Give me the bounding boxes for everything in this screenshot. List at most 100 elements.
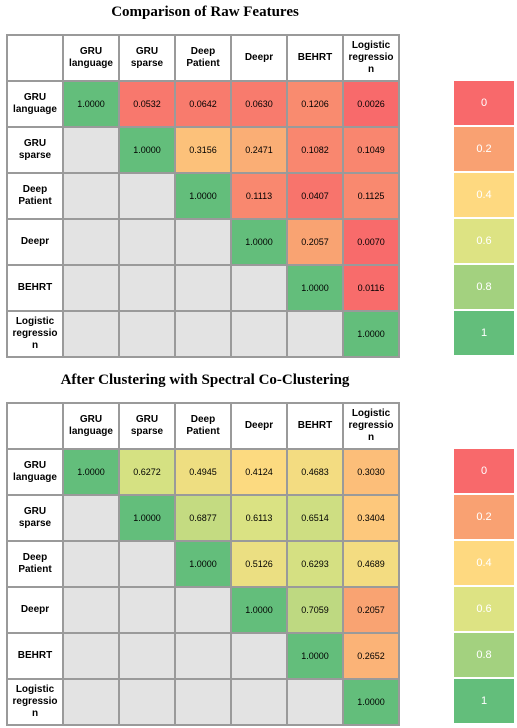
row-header-deep-patient: Deep Patient — [6, 172, 64, 220]
column-header-behrt: BEHRT — [286, 34, 344, 82]
empty-cell — [62, 494, 120, 542]
column-header-behrt: BEHRT — [286, 402, 344, 450]
empty-cell — [62, 632, 120, 680]
legend-swatch: 0.4 — [454, 173, 514, 217]
heatmap-cell: 0.4683 — [286, 448, 344, 496]
heatmap-row: Deepr 1.0000 0.2057 0.0070 — [6, 218, 400, 266]
heatmap-clustered: GRU language GRU sparse Deep Patient Deepr BEHR… — [6, 402, 400, 726]
legend-swatch: 0.6 — [454, 219, 514, 263]
heatmap-corner-cell — [6, 34, 64, 82]
empty-cell — [174, 586, 232, 634]
legend-swatch: 0.4 — [454, 541, 514, 585]
empty-cell — [118, 632, 176, 680]
empty-cell — [62, 678, 120, 726]
heatmap-cell: 0.1049 — [342, 126, 400, 174]
empty-cell — [230, 678, 288, 726]
empty-cell — [174, 218, 232, 266]
heatmap-row: Logistic regressio n 1.0000 — [6, 310, 400, 358]
heatmap-cell: 1.0000 — [286, 264, 344, 312]
color-legend-raw: 0 0.2 0.4 0.6 0.8 1 — [454, 81, 514, 357]
heatmap-cell: 1.0000 — [230, 218, 288, 266]
empty-cell — [286, 678, 344, 726]
heatmap-row: Deep Patient 1.0000 0.5126 0.6293 0.4689 — [6, 540, 400, 588]
row-header-logistic-regression: Logistic regressio n — [6, 310, 64, 358]
column-header-logistic-regression: Logistic regressio n — [342, 34, 400, 82]
heatmap-cell: 0.6113 — [230, 494, 288, 542]
column-header-gru-sparse: GRU sparse — [118, 402, 176, 450]
empty-cell — [118, 310, 176, 358]
heatmap-cell: 0.1082 — [286, 126, 344, 174]
heatmap-cell: 1.0000 — [342, 678, 400, 726]
column-header-deepr: Deepr — [230, 402, 288, 450]
heatmap-cell: 0.6272 — [118, 448, 176, 496]
heatmap-row: Deep Patient 1.0000 0.1113 0.0407 0.1125 — [6, 172, 400, 220]
legend-swatch: 0.8 — [454, 265, 514, 309]
chart-title-clustered: After Clustering with Spectral Co-Cluste… — [60, 372, 350, 388]
empty-cell — [118, 540, 176, 588]
row-header-gru-sparse: GRU sparse — [6, 126, 64, 174]
heatmap-cell: 1.0000 — [230, 586, 288, 634]
heatmap-cell: 0.7059 — [286, 586, 344, 634]
heatmap-cell: 0.2057 — [342, 586, 400, 634]
legend-swatch: 0 — [454, 449, 514, 493]
heatmap-cell: 0.1113 — [230, 172, 288, 220]
heatmap-row: GRU sparse 1.0000 0.3156 0.2471 0.1082 0.1049 — [6, 126, 400, 174]
chart-title-raw: Comparison of Raw Features — [111, 4, 299, 20]
heatmap-cell: 0.0070 — [342, 218, 400, 266]
row-header-gru-sparse: GRU sparse — [6, 494, 64, 542]
heatmap-row: GRU sparse 1.0000 0.6877 0.6113 0.6514 0.3404 — [6, 494, 400, 542]
column-header-deep-patient: Deep Patient — [174, 402, 232, 450]
legend-swatch: 0 — [454, 81, 514, 125]
heatmap-cell: 0.5126 — [230, 540, 288, 588]
row-header-logistic-regression: Logistic regressio n — [6, 678, 64, 726]
heatmap-cell: 1.0000 — [286, 632, 344, 680]
empty-cell — [118, 678, 176, 726]
heatmap-row: GRU language 1.0000 0.0532 0.0642 0.0630 0.120… — [6, 80, 400, 128]
heatmap-cell: 0.0026 — [342, 80, 400, 128]
empty-cell — [174, 310, 232, 358]
heatmap-cell: 1.0000 — [342, 310, 400, 358]
column-header-deepr: Deepr — [230, 34, 288, 82]
row-header-gru-language: GRU language — [6, 448, 64, 496]
column-header-gru-sparse: GRU sparse — [118, 34, 176, 82]
row-header-behrt: BEHRT — [6, 632, 64, 680]
heatmap-cell: 1.0000 — [118, 494, 176, 542]
legend-swatch: 0.2 — [454, 127, 514, 171]
empty-cell — [230, 264, 288, 312]
legend-swatch: 0.2 — [454, 495, 514, 539]
heatmap-cell: 1.0000 — [62, 80, 120, 128]
heatmap-row: GRU language 1.0000 0.6272 0.4945 0.4124 0.468… — [6, 448, 400, 496]
column-header-logistic-regression: Logistic regressio n — [342, 402, 400, 450]
empty-cell — [230, 632, 288, 680]
empty-cell — [118, 218, 176, 266]
row-header-deepr: Deepr — [6, 586, 64, 634]
column-header-deep-patient: Deep Patient — [174, 34, 232, 82]
heatmap-cell: 1.0000 — [62, 448, 120, 496]
empty-cell — [62, 218, 120, 266]
heatmap-corner-cell — [6, 402, 64, 450]
heatmap-cell: 0.0642 — [174, 80, 232, 128]
heatmap-cell: 0.4945 — [174, 448, 232, 496]
empty-cell — [118, 586, 176, 634]
row-header-deep-patient: Deep Patient — [6, 540, 64, 588]
column-header-gru-language: GRU language — [62, 34, 120, 82]
heatmap-cell: 0.2471 — [230, 126, 288, 174]
heatmap-cell: 0.4124 — [230, 448, 288, 496]
heatmap-cell: 0.6293 — [286, 540, 344, 588]
heatmap-cell: 0.6514 — [286, 494, 344, 542]
heatmap-row: Deepr 1.0000 0.7059 0.2057 — [6, 586, 400, 634]
heatmap-cell: 0.2652 — [342, 632, 400, 680]
empty-cell — [286, 310, 344, 358]
heatmap-cell: 1.0000 — [174, 540, 232, 588]
heatmap-cell: 0.0407 — [286, 172, 344, 220]
empty-cell — [62, 540, 120, 588]
heatmap-cell: 1.0000 — [174, 172, 232, 220]
empty-cell — [118, 172, 176, 220]
heatmap-cell: 0.0630 — [230, 80, 288, 128]
column-header-gru-language: GRU language — [62, 402, 120, 450]
row-header-gru-language: GRU language — [6, 80, 64, 128]
heatmap-cell: 0.3030 — [342, 448, 400, 496]
heatmap-cell: 0.4689 — [342, 540, 400, 588]
legend-swatch: 1 — [454, 311, 514, 355]
heatmap-cell: 1.0000 — [118, 126, 176, 174]
